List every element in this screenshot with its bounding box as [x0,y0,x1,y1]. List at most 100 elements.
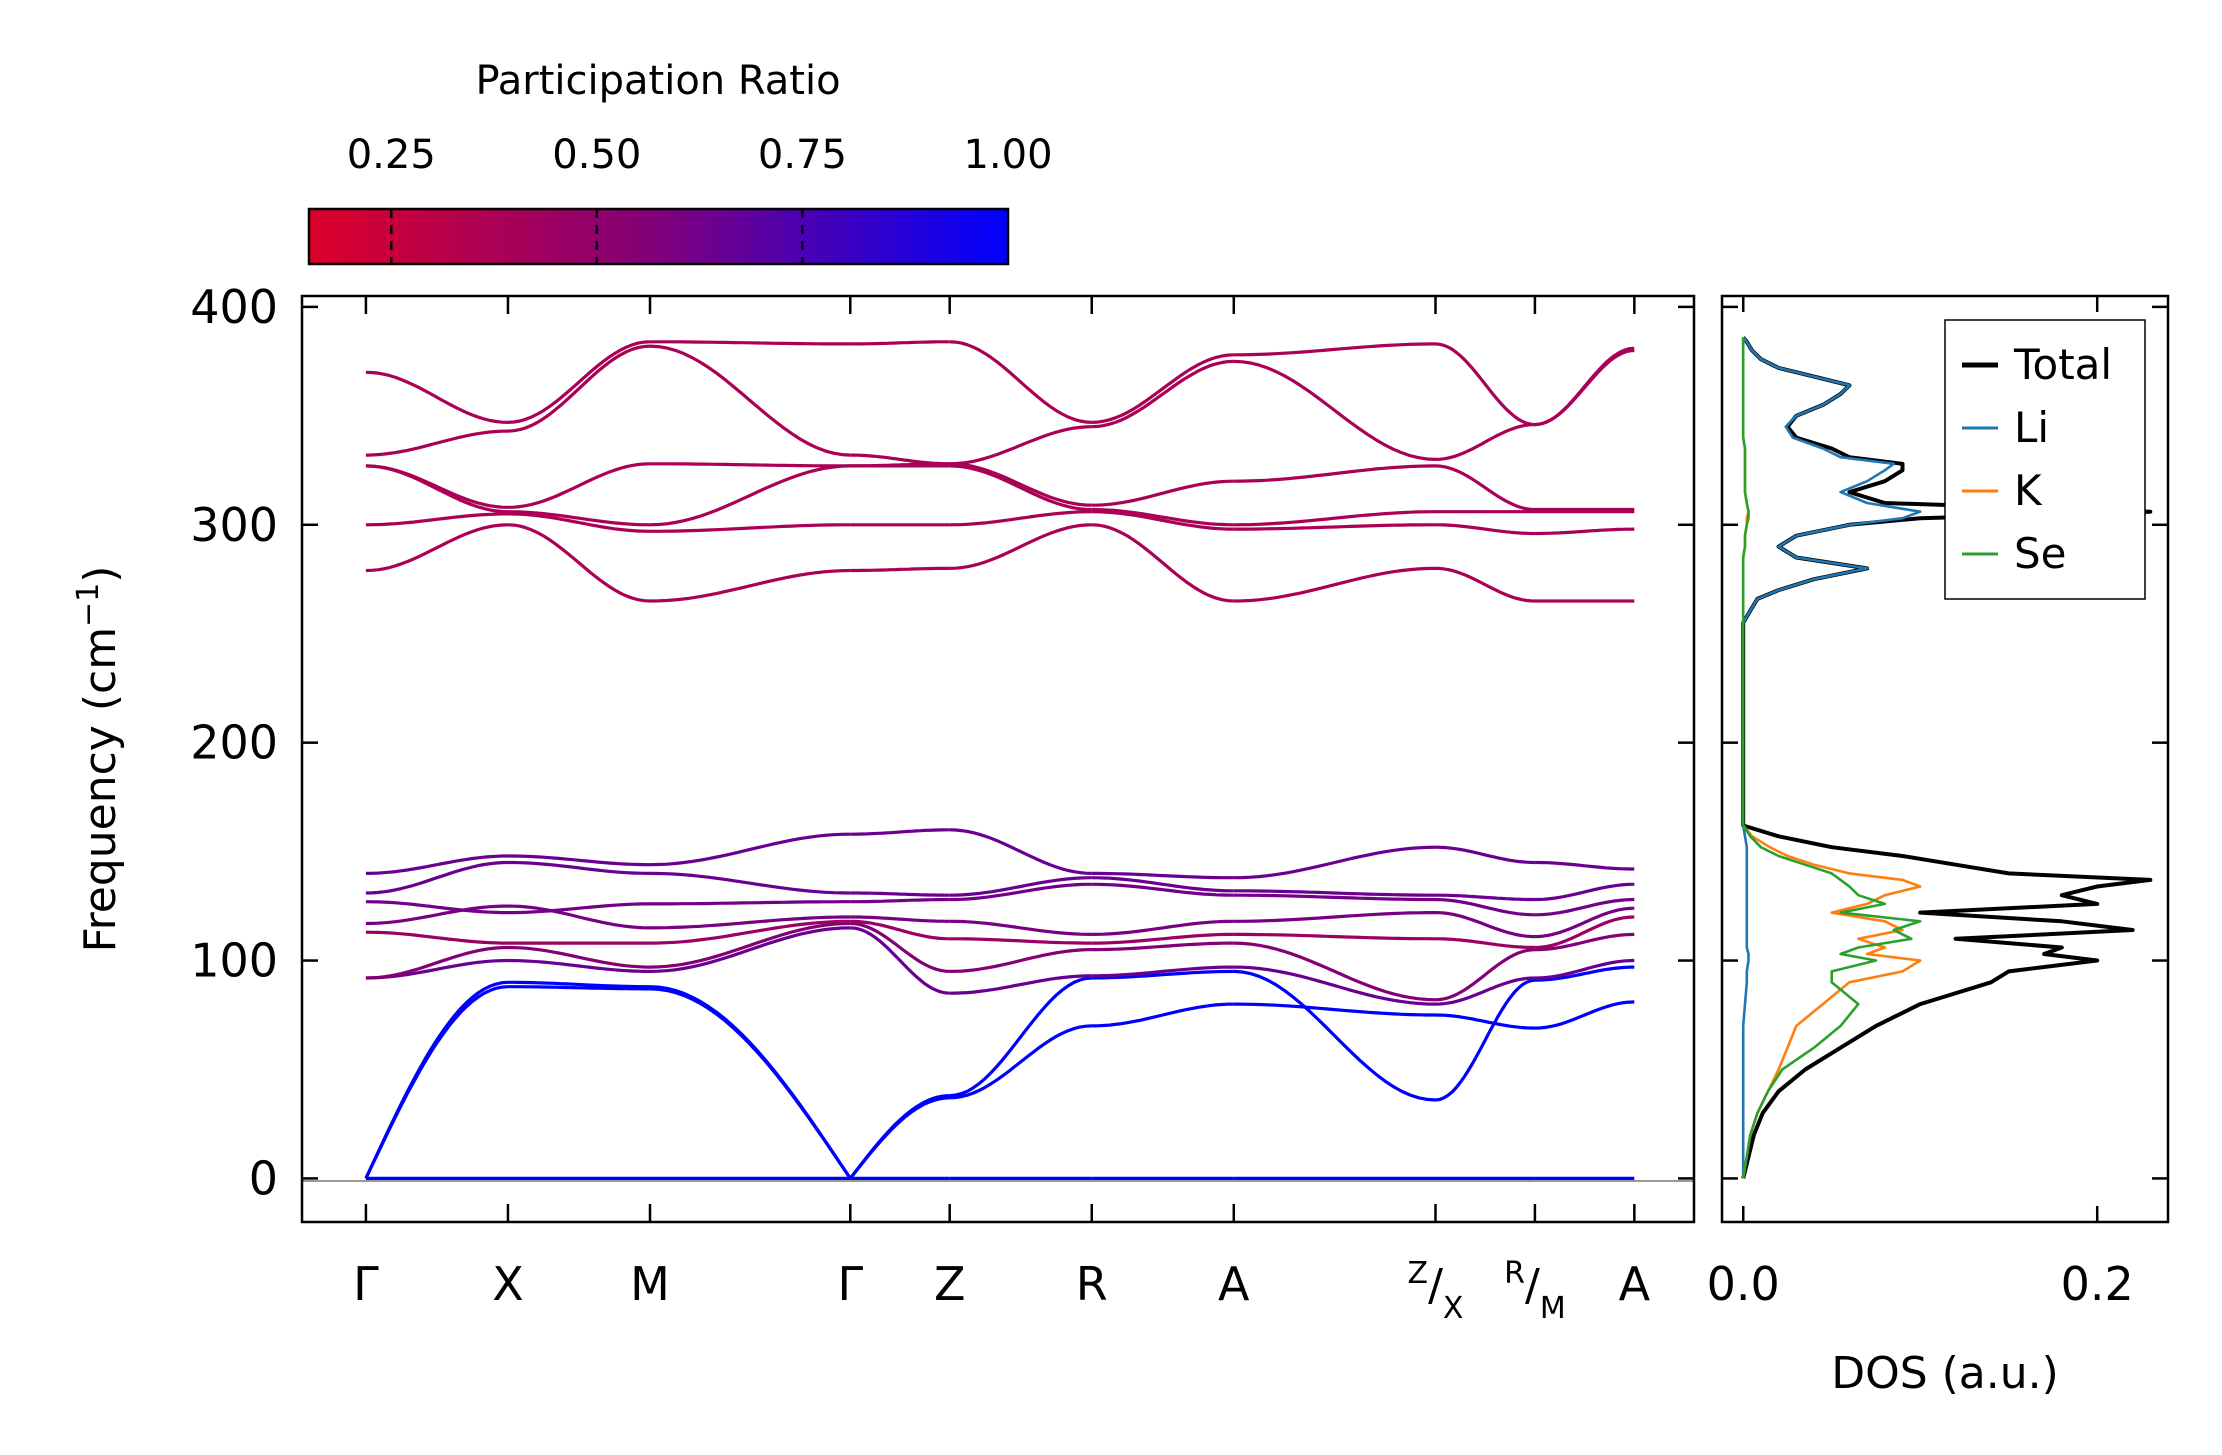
band-plot-frame [300,294,1696,1224]
x-tick-label-split: Z/X [1408,1256,1464,1326]
x-tick-label: Γ [837,1257,863,1311]
band-line [1233,464,1436,483]
band-line [850,919,950,941]
band-line [1233,893,1436,902]
band-line [650,340,851,346]
band-line [649,871,851,895]
band-line [508,854,651,867]
band-line [508,860,651,875]
dos-axes: 0.0 0.2 [1707,296,2168,1311]
band-line [949,828,1092,875]
legend-label: Se [2014,529,2067,578]
band-line [365,370,509,424]
band-line [1435,976,1535,1006]
band-line [949,462,1092,507]
x-tick-label: X [492,1257,524,1311]
band-line [365,900,508,915]
band-line [949,948,1092,973]
band-line [1091,1002,1234,1028]
band-line [1233,845,1436,880]
band-line [649,464,851,527]
band-line [1435,893,1535,902]
colorbar-tick-label: 0.75 [758,132,847,178]
band-line [1534,897,1635,917]
band-line [850,897,950,904]
band-line [649,832,851,867]
band-line [1534,860,1635,871]
y-tick-label: 300 [190,498,278,552]
band-line [1435,1013,1535,1030]
band-line [508,980,650,989]
band-line [949,937,1092,945]
y-axis-label-superscript: −1 [71,583,106,627]
band-line [1435,523,1535,536]
band-line [1091,932,1234,945]
band-line [508,985,650,991]
band-line [365,904,508,926]
band-line [949,976,1092,1098]
band-line [949,882,1092,902]
y-tick-label: 0 [249,1151,278,1205]
dos-panel: 0.0 0.2 DOS (a.u.) Total Li K Se [1707,294,2170,1399]
band-line [1435,937,1535,950]
band-line [649,915,851,930]
band-line [1435,342,1536,427]
band-line [1534,965,1635,982]
band-line [649,985,852,1180]
band-line [1233,523,1436,531]
band-line [649,987,852,1180]
band-line [507,340,651,424]
band-line [1233,510,1436,527]
band-line [365,429,509,457]
band-line [850,891,950,897]
band-line [365,464,509,509]
band-line [1091,965,1234,978]
band-line [1091,919,1234,936]
x-tick-label: M [630,1257,670,1311]
band-line [365,945,509,980]
dos-series-se [1741,337,1922,1179]
y-axis-label: Frequency (cm−1) [71,566,127,953]
band-line [949,340,1092,424]
band-line [507,523,651,603]
band-line [507,462,651,509]
phonon-bands [364,340,1635,1180]
band-line [365,523,509,573]
band-line [1534,958,1635,980]
band-line [850,828,950,836]
band-line [850,926,950,995]
band-line [850,340,950,346]
band-line [1233,1002,1436,1017]
band-line [1435,897,1535,917]
band-x-axis: Γ X M Γ Z R A Z/X R/M A [353,1256,1651,1326]
band-line [949,1024,1092,1100]
band-line [1435,423,1535,461]
colorbar-title: Participation Ratio [475,58,840,104]
band-line [1091,876,1234,893]
band-line [1091,969,1234,980]
band-line [849,1094,950,1180]
dos-x-tick-label: 0.2 [2061,1257,2134,1311]
x-tick-label-split: R/M [1504,1256,1566,1326]
dos-curves [1741,336,2153,1179]
band-line [364,985,509,1180]
band-line [949,876,1092,897]
band-line [1091,359,1234,429]
band-line [1091,941,1234,952]
band-line [650,900,851,906]
band-line [507,344,651,433]
band-line [1091,871,1234,880]
band-line [1233,969,1436,1102]
colorbar-tick-labels: 0.25 0.50 0.75 1.00 [347,132,1053,178]
colorbar-gradient [307,207,1010,266]
band-line [508,902,650,915]
legend-label: Total [2013,340,2112,389]
band-line [365,930,508,945]
high-symmetry-lines [364,296,1636,1222]
x-tick-label: Γ [353,1257,379,1311]
x-tick-label: R [1076,1257,1108,1311]
legend-items: Total Li K Se [1962,340,2112,578]
band-line [1435,978,1536,1102]
x-tick-label: A [1619,1257,1651,1311]
